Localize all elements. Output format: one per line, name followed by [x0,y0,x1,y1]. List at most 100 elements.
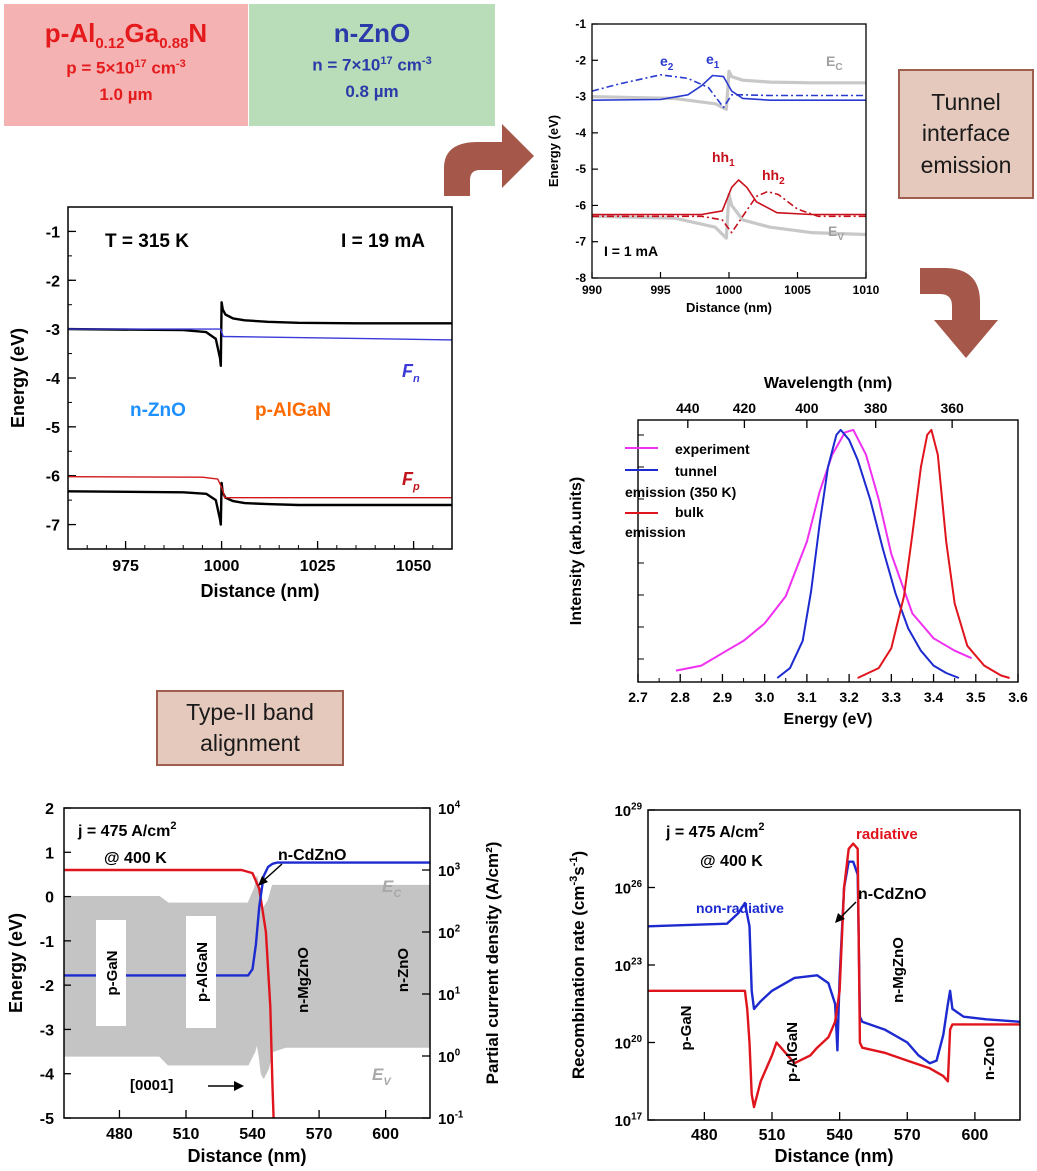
x-tick-label: 510 [759,1127,786,1144]
legend-bulk: bulk [675,504,704,520]
x-tick-label: 3.3 [882,689,902,705]
y-tick-label: -1 [40,934,54,951]
y-tick-label: 2 [45,801,54,818]
series-non-radiative [647,860,1021,1065]
layer-n-mgzno: n-MgZnO [890,937,907,1003]
x-tick-label: 1000 [716,283,743,297]
plot-frame [591,23,867,279]
y-tick-label: -7 [46,518,60,535]
y-tick-label: -6 [575,198,586,212]
legend-experiment: experiment [675,441,750,457]
direction-label: [0001] [130,1077,173,1094]
tunnel-emission-note: Tunnel interface emission [898,69,1034,199]
x-tick-label: 570 [306,1126,333,1143]
y2-tick-label: 100 [438,1047,461,1066]
ec-label: EC [826,53,843,73]
chart-spectra: 2.7 2.8 2.9 3.0 3.1 3.2 3.3 3.4 3.5 3.6 440 420 400 3… [568,375,1028,728]
x-tick-label: 3.6 [1008,689,1028,705]
series-radiative [648,842,1020,1109]
series-line [67,476,452,499]
y-tick-label: -3 [40,1022,54,1039]
chart5-marks: 1029 1026 1023 1020 1017 480 510 540 570 600 [614,801,1021,1144]
x2-axis-title: Wavelength (nm) [764,375,892,392]
layer-p-gan: p-GaN [678,1006,695,1051]
y-tick-label: -2 [40,978,54,995]
series-line [67,301,452,368]
e1-label: e1 [706,51,720,71]
current-density-label: j = 475 A/cm2 [77,820,176,840]
x-tick-label: 480 [106,1126,133,1143]
x-tick-label: 3.2 [839,689,859,705]
y2-tick-label: 101 [438,985,461,1004]
y-tick-label: 0 [45,890,54,907]
x-tick-label: 1000 [204,558,240,575]
legend-bulk-2: emission [625,524,686,540]
series-Ev [591,192,867,240]
ev-label: EV [828,223,844,243]
layer-n-zno: n-ZnO [395,948,412,992]
x2-tick-label: 400 [795,400,819,416]
note-line: Tunnel [931,89,1001,116]
y-axis-title: Energy (eV) [546,115,561,187]
type-ii-note: Type-II band alignment [156,690,344,766]
x2-tick-label: 440 [676,400,700,416]
x-tick-label: 3.1 [797,689,817,705]
y-tick-label: -7 [575,235,586,249]
arrow-head-icon [258,876,268,886]
hh1-label: hh1 [712,149,735,169]
series-e1 [591,74,866,101]
temperature-label: @ 400 K [700,853,763,870]
y-tick-label: 1023 [614,956,642,975]
x-tick-label: 975 [112,558,139,575]
x-tick-label: 600 [372,1126,399,1143]
curved-arrow-up-icon [444,124,534,196]
arrow-right-icon [234,1081,244,1091]
note-line: interface [921,120,1011,147]
y-tick-label: -2 [575,53,586,67]
y2-tick-label: 103 [438,861,461,880]
y-tick-label: 1020 [614,1034,642,1053]
x-tick-label: 1025 [300,558,336,575]
fp-label: Fp [402,469,420,493]
x-tick-label: 540 [239,1126,266,1143]
x-tick-label: 3.0 [755,689,775,705]
series-line [776,428,960,679]
x2-tick-label: 380 [864,400,888,416]
chart1-marks: -1 -2 -3 -4 -5 -6 -7 975 1000 1025 1050 [46,224,453,575]
layer-p-gan: p-GaN [104,951,121,996]
x-tick-label: 600 [962,1127,989,1144]
chart-recombination: 1029 1026 1023 1020 1017 480 510 540 570 600 j = … [568,801,1021,1166]
x-tick-label: 570 [894,1127,921,1144]
y2-tick-label: 10-1 [438,1109,464,1128]
series-e2 [591,74,866,109]
n-layer-doping: n = 7×1017 cm-3 [312,55,432,75]
y-tick-label: 1017 [614,1111,642,1130]
x-tick-label: 540 [826,1127,853,1144]
arrow-head-icon [835,913,845,923]
p-layer-box: p-Al0.12Ga0.88N p = 5×1017 cm-3 1.0 µm [4,4,248,126]
series-line [857,428,1010,679]
y-axis-title: Recombination rate (cm-3s-1) [568,851,588,1079]
ec-label: EC [382,877,402,900]
y2-tick-label: 104 [438,799,461,818]
layer-n-mgzno: n-MgZnO [295,947,312,1013]
x-tick-label: 990 [582,283,602,297]
note-line: alignment [200,730,300,756]
plot-frame [647,809,1021,1121]
ev-label: EV [372,1065,392,1088]
legend-tunnel-2: emission (350 K) [625,484,736,500]
series-line [68,328,453,341]
e2-label: e2 [660,53,674,73]
curved-arrow-down-icon [920,268,998,358]
hh2-label: hh2 [762,167,785,187]
current-label: I = 1 mA [604,243,658,259]
y-tick-label: -6 [46,469,60,486]
p-layer-doping: p = 5×1017 cm-3 [66,58,186,78]
x-tick-label: 2.8 [670,689,690,705]
cdzno-arrow [839,901,857,919]
y-tick-label: 1029 [614,801,642,820]
